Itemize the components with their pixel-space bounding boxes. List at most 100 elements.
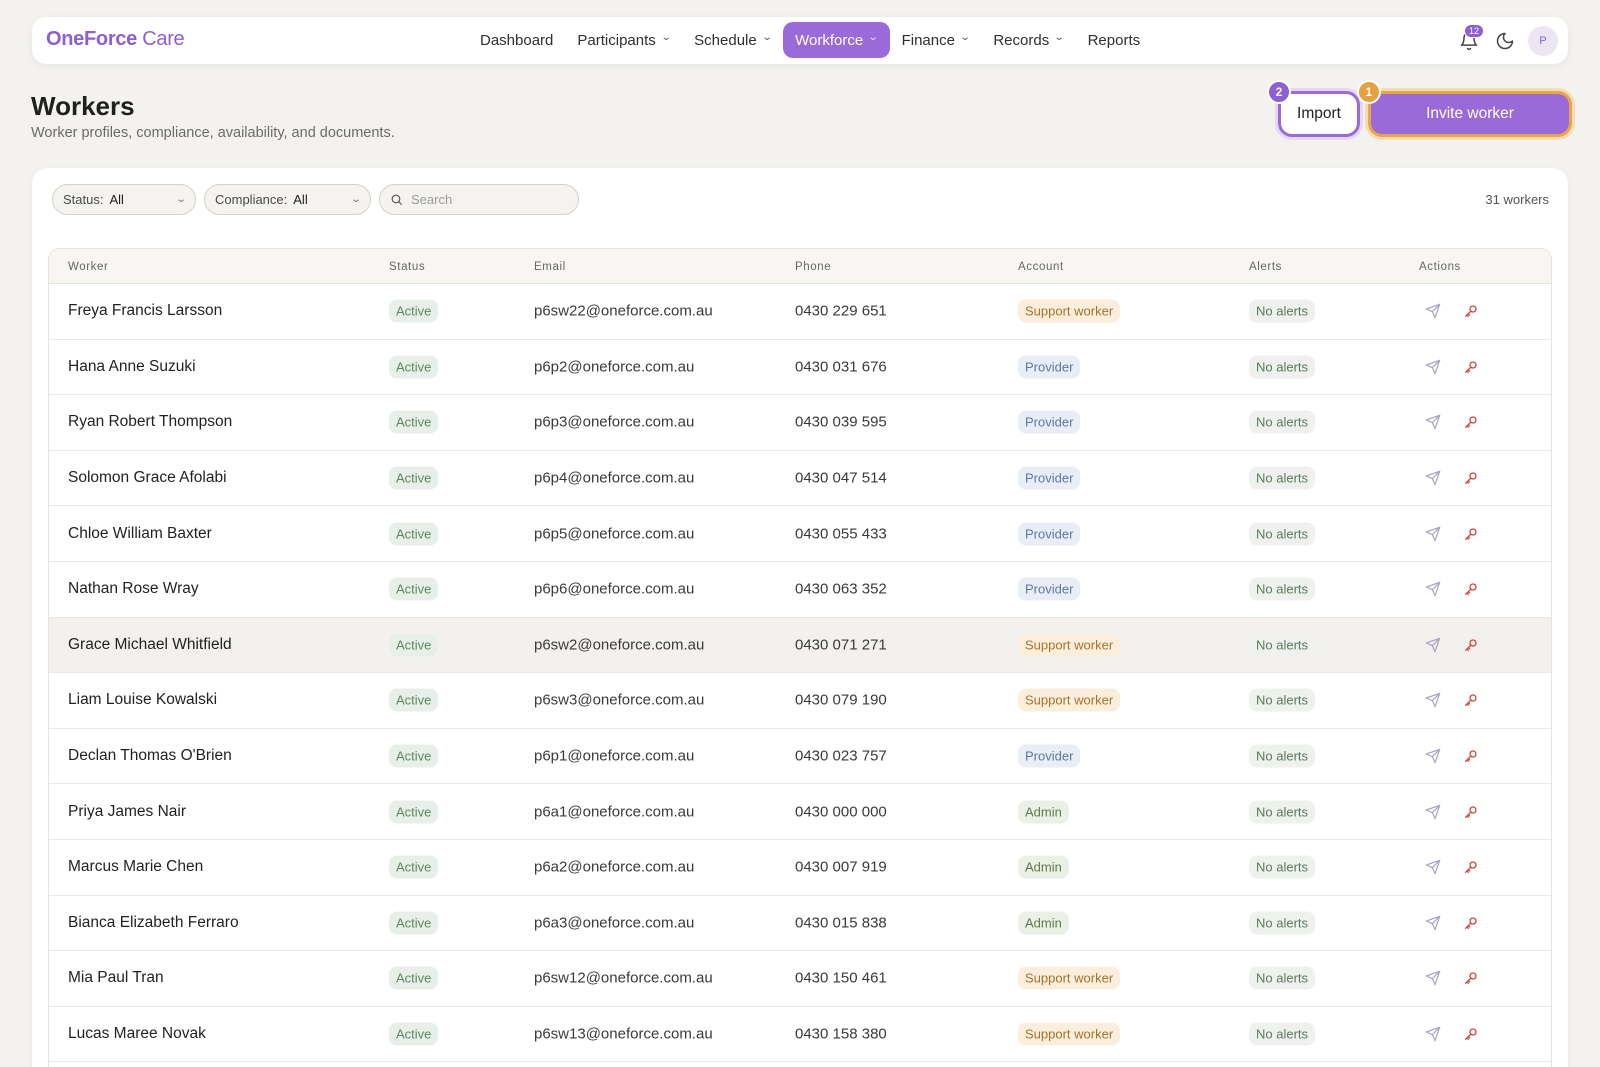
worker-phone: 0430 039 595 <box>795 413 887 431</box>
send-invite-icon[interactable] <box>1424 914 1442 932</box>
nav-item-finance[interactable]: Finance ⌄ <box>890 22 982 58</box>
worker-name[interactable]: Chloe William Baxter <box>68 524 212 542</box>
worker-name[interactable]: Liam Louise Kowalski <box>68 691 218 709</box>
alerts-badge: No alerts <box>1249 355 1316 379</box>
send-invite-icon[interactable] <box>1424 580 1442 598</box>
send-invite-icon[interactable] <box>1424 969 1442 987</box>
worker-name[interactable]: Nathan Rose Wray <box>68 580 199 598</box>
import-button[interactable]: 2 Import <box>1267 80 1360 137</box>
search-box <box>379 184 579 215</box>
key-icon[interactable] <box>1462 1025 1480 1043</box>
worker-email: p6sw12@oneforce.com.au <box>534 969 713 987</box>
key-icon[interactable] <box>1462 969 1480 987</box>
worker-email: p6p3@oneforce.com.au <box>534 413 695 431</box>
send-invite-icon[interactable] <box>1424 413 1442 431</box>
table-row[interactable]: Bianca Elizabeth Ferraro Active p6a3@onefo… <box>49 895 1551 952</box>
table-row[interactable]: Nathan Rose Wray Active p6p6@oneforce.com.… <box>49 561 1551 618</box>
status-cell: Active <box>389 744 439 768</box>
table-row[interactable]: Priya James Nair Active p6a1@oneforce.com.… <box>49 784 1551 840</box>
theme-toggle-button[interactable] <box>1492 28 1518 54</box>
table-row[interactable]: Freya Francis Larsson Active p6sw22@onefor… <box>49 284 1551 340</box>
account-badge: Support worker <box>1018 688 1121 712</box>
notifications-button[interactable]: 12 <box>1456 23 1484 54</box>
send-invite-icon[interactable] <box>1424 469 1442 487</box>
column-header-alerts[interactable]: Alerts <box>1249 261 1282 273</box>
worker-name[interactable]: Grace Michael Whitfield <box>68 635 232 653</box>
worker-name[interactable]: Freya Francis Larsson <box>68 302 223 320</box>
account-badge: Provider <box>1018 577 1081 601</box>
nav-item-workforce[interactable]: Workforce ⌄ <box>783 22 890 58</box>
worker-name[interactable]: Bianca Elizabeth Ferraro <box>68 913 239 931</box>
send-invite-icon[interactable] <box>1424 803 1442 821</box>
worker-email: p6p4@oneforce.com.au <box>534 469 695 487</box>
send-invite-icon[interactable] <box>1424 525 1442 543</box>
send-invite-icon[interactable] <box>1424 636 1442 654</box>
worker-name[interactable]: Lucas Maree Novak <box>68 1025 206 1043</box>
worker-name[interactable]: Ryan Robert Thompson <box>68 413 233 431</box>
table-row[interactable]: Ryan Robert Thompson Active p6p3@oneforce.… <box>49 395 1551 451</box>
key-icon[interactable] <box>1462 469 1480 487</box>
column-header-email[interactable]: Email <box>534 261 566 273</box>
send-invite-icon[interactable] <box>1424 1025 1442 1043</box>
send-invite-icon[interactable] <box>1424 858 1442 876</box>
column-header-status[interactable]: Status <box>389 261 426 273</box>
send-invite-icon[interactable] <box>1424 358 1442 376</box>
worker-phone: 0430 031 676 <box>795 358 887 376</box>
table-row[interactable] <box>49 1062 1551 1067</box>
table-header: Worker Status Email Phone Account Alerts… <box>49 249 1551 284</box>
table-row[interactable]: Declan Thomas O'Brien Active p6p1@oneforce… <box>49 728 1551 785</box>
column-header-worker[interactable]: Worker <box>68 261 109 273</box>
table-row[interactable]: Hana Anne Suzuki Active p6p2@oneforce.com.… <box>49 339 1551 396</box>
worker-email: p6a1@oneforce.com.au <box>534 803 695 821</box>
table-row[interactable]: Liam Louise Kowalski Active p6sw3@oneforce… <box>49 673 1551 729</box>
alerts-badge: No alerts <box>1249 299 1316 323</box>
worker-name[interactable]: Priya James Nair <box>68 802 186 820</box>
key-icon[interactable] <box>1462 747 1480 765</box>
column-header-phone[interactable]: Phone <box>795 261 832 273</box>
table-row[interactable]: Grace Michael Whitfield Active p6sw2@onefo… <box>49 617 1551 674</box>
table-row[interactable]: Marcus Marie Chen Active p6a2@oneforce.com… <box>49 839 1551 896</box>
key-icon[interactable] <box>1462 636 1480 654</box>
status-cell: Active <box>389 522 439 546</box>
alerts-badge: No alerts <box>1249 1022 1316 1046</box>
key-icon[interactable] <box>1462 525 1480 543</box>
worker-phone: 0430 023 757 <box>795 747 887 765</box>
user-avatar[interactable]: P <box>1528 25 1558 56</box>
send-invite-icon[interactable] <box>1424 747 1442 765</box>
invite-worker-button[interactable]: 1 Invite worker <box>1357 80 1572 137</box>
nav-item-label: Participants <box>577 31 656 49</box>
key-icon[interactable] <box>1462 914 1480 932</box>
nav-item-dashboard[interactable]: Dashboard <box>468 22 565 58</box>
worker-name[interactable]: Solomon Grace Afolabi <box>68 469 227 487</box>
table-row[interactable]: Solomon Grace Afolabi Active p6p4@oneforce… <box>49 450 1551 507</box>
send-invite-icon[interactable] <box>1424 302 1442 320</box>
worker-name[interactable]: Hana Anne Suzuki <box>68 357 196 375</box>
send-invite-icon[interactable] <box>1424 691 1442 709</box>
status-filter-select[interactable]: Status: All ⌄ <box>52 184 196 215</box>
nav-item-reports[interactable]: Reports <box>1076 22 1153 58</box>
key-icon[interactable] <box>1462 858 1480 876</box>
status-badge: Active <box>389 688 439 712</box>
compliance-filter-select[interactable]: Compliance: All ⌄ <box>204 184 371 215</box>
key-icon[interactable] <box>1462 580 1480 598</box>
worker-name[interactable]: Marcus Marie Chen <box>68 858 204 876</box>
key-icon[interactable] <box>1462 691 1480 709</box>
row-actions <box>1424 302 1480 320</box>
nav-item-schedule[interactable]: Schedule ⌄ <box>682 22 783 58</box>
worker-name[interactable]: Mia Paul Tran <box>68 969 164 987</box>
search-input[interactable] <box>411 192 561 207</box>
key-icon[interactable] <box>1462 413 1480 431</box>
row-actions <box>1424 413 1480 431</box>
nav-item-participants[interactable]: Participants ⌄ <box>565 22 682 58</box>
key-icon[interactable] <box>1462 302 1480 320</box>
worker-name[interactable]: Declan Thomas O'Brien <box>68 747 232 765</box>
table-row[interactable]: Lucas Maree Novak Active p6sw13@oneforce.c… <box>49 1006 1551 1063</box>
table-row[interactable]: Chloe William Baxter Active p6p5@oneforce.… <box>49 506 1551 562</box>
key-icon[interactable] <box>1462 803 1480 821</box>
worker-phone: 0430 158 380 <box>795 1025 887 1043</box>
nav-item-records[interactable]: Records ⌄ <box>981 22 1075 58</box>
app-logo[interactable]: OneForce Care <box>46 28 185 51</box>
table-row[interactable]: Mia Paul Tran Active p6sw12@oneforce.com.a… <box>49 951 1551 1007</box>
column-header-account[interactable]: Account <box>1018 261 1064 273</box>
key-icon[interactable] <box>1462 358 1480 376</box>
